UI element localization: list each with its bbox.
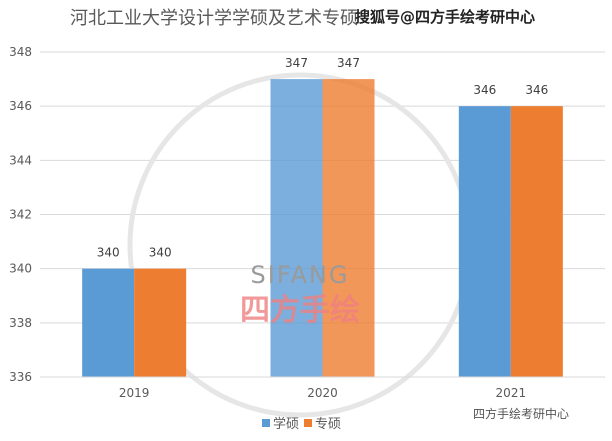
y-tick-label: 338	[9, 316, 32, 330]
x-tick-label: 2021	[496, 386, 527, 400]
data-label: 347	[285, 56, 308, 70]
bar-学硕-2019	[82, 268, 135, 377]
watermark-bottom: 四方手绘考研中心	[473, 407, 570, 421]
y-tick-label: 340	[9, 262, 32, 276]
data-label: 346	[473, 83, 496, 97]
bar-学硕-2020	[270, 79, 323, 377]
y-tick-label: 342	[9, 208, 32, 222]
x-tick-label: 2019	[119, 386, 150, 400]
legend-swatch	[304, 419, 312, 427]
legend-label: 专硕	[315, 417, 341, 432]
data-label: 347	[337, 56, 360, 70]
bar-专硕-2019	[134, 268, 187, 377]
chart-title: 河北工业大学设计学学硕及艺术专硕	[70, 8, 358, 29]
y-tick-label: 344	[9, 153, 32, 167]
watermark-logo-cn: 四方手绘	[240, 293, 360, 328]
x-tick-label: 2020	[307, 386, 338, 400]
legend-label: 学硕	[273, 416, 299, 432]
y-tick-label: 336	[9, 370, 32, 384]
data-label: 346	[525, 83, 548, 97]
watermark-top: 搜狐号@四方手绘考研中心	[355, 8, 536, 26]
legend-swatch	[262, 419, 270, 427]
data-label: 340	[149, 246, 172, 260]
watermark-logo: SIFANG	[251, 261, 350, 289]
bar-学硕-2021	[458, 106, 511, 378]
bar-专硕-2021	[510, 106, 563, 378]
data-label: 340	[97, 246, 120, 260]
y-tick-label: 348	[9, 45, 32, 59]
y-tick-label: 346	[9, 99, 32, 113]
bar-专硕-2020	[322, 79, 375, 377]
